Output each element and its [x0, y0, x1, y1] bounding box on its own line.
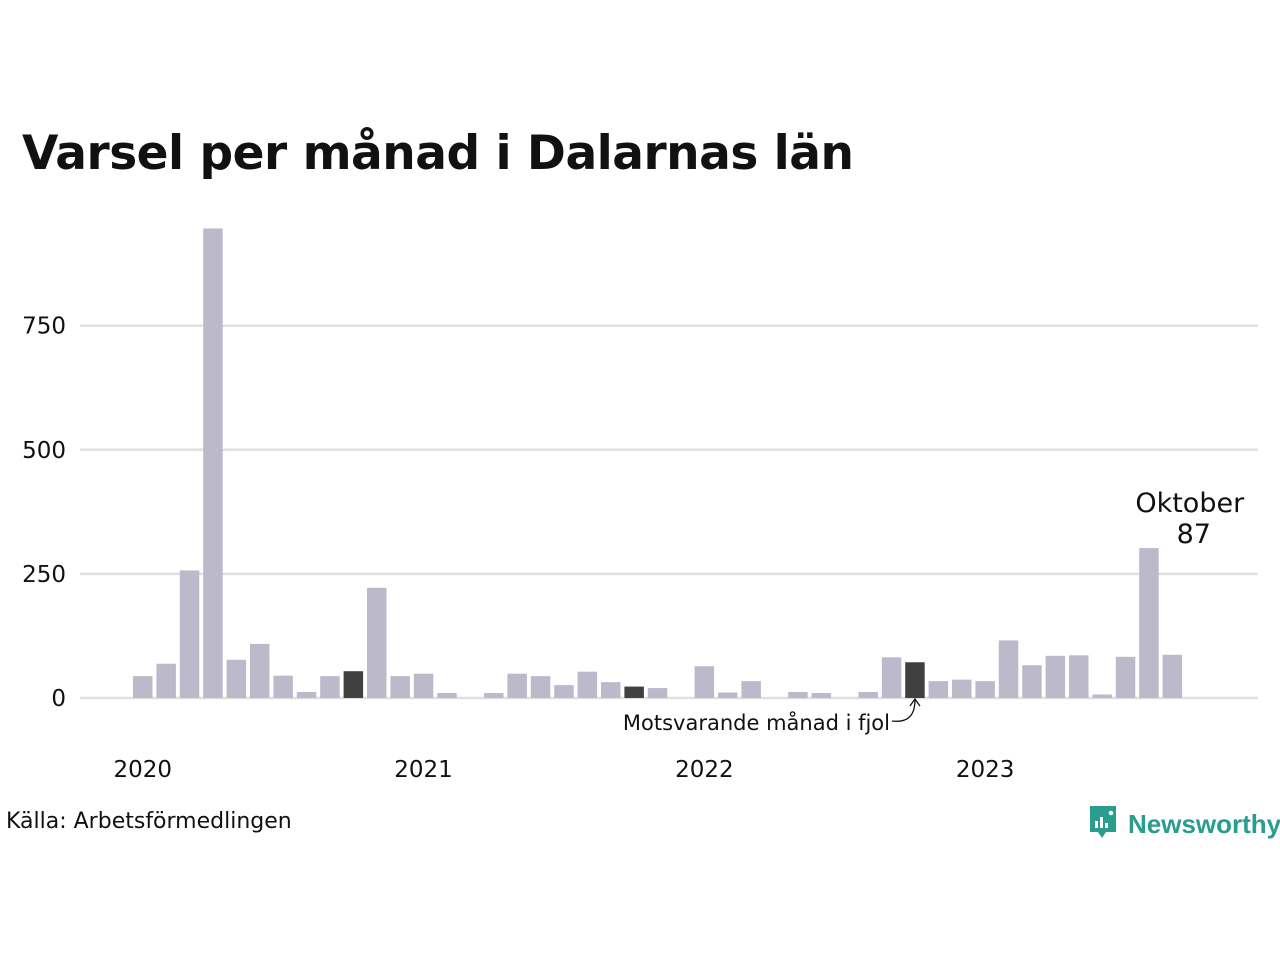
x-tick-label: 2021 [394, 757, 453, 783]
bar-2020-04 [203, 228, 223, 699]
y-tick-label: 750 [22, 314, 66, 340]
current-value-label: 87 [1177, 519, 1211, 550]
bars [133, 228, 1183, 699]
bar-2020-03 [179, 570, 200, 698]
previous-year-note: Motsvarande månad i fjol [623, 710, 890, 735]
bar-2022-08 [858, 692, 878, 698]
y-tick-label: 250 [22, 562, 66, 588]
bar-2021-01 [413, 673, 434, 698]
brand-logo[interactable]: Newsworthy [1088, 804, 1280, 844]
x-tick-label: 2023 [956, 757, 1015, 783]
bar-2023-08 [1139, 548, 1159, 698]
bar-2022-12 [952, 679, 972, 698]
bar-2022-03 [741, 681, 761, 698]
x-tick-label: 2020 [113, 757, 172, 783]
chart-title: Varsel per månad i Dalarnas län [22, 126, 854, 181]
bar-2022-01 [694, 666, 715, 698]
y-tick-label: 0 [51, 686, 66, 712]
bar-2020-10 [343, 671, 364, 698]
bar-2023-01 [975, 681, 995, 698]
bar-2020-11 [367, 587, 387, 698]
bar-2021-09 [601, 682, 621, 698]
bar-2023-07 [1115, 656, 1136, 698]
bar-2021-06 [530, 676, 551, 698]
bar-2023-02 [998, 640, 1019, 698]
bar-2021-02 [437, 693, 457, 698]
x-tick-label: 2022 [675, 757, 734, 783]
bar-2020-12 [390, 676, 410, 698]
grid-lines [80, 324, 1258, 700]
annotations: Oktober 87 Motsvarande månad i fjol [623, 488, 1245, 735]
y-axis-ticks: 0 250 500 750 [22, 314, 66, 712]
bar-2021-08 [577, 671, 598, 698]
bar-2022-09 [881, 657, 902, 698]
bar-chart-logo-icon [1088, 804, 1118, 844]
brand-name: Newsworthy [1128, 808, 1280, 839]
bar-2020-08 [296, 692, 317, 698]
bar-2023-04 [1045, 655, 1066, 698]
bar-2020-02 [156, 663, 176, 698]
bar-2022-10 [905, 662, 925, 698]
bar-2022-06 [811, 693, 832, 698]
bar-2023-05 [1069, 655, 1089, 698]
x-axis-ticks: 2020 2021 2022 2023 [113, 757, 1014, 783]
y-tick-label: 500 [22, 438, 66, 464]
previous-year-arrow [891, 699, 916, 722]
bar-2020-05 [226, 659, 247, 698]
bar-2022-05 [788, 692, 808, 698]
bar-2021-05 [507, 673, 527, 698]
bar-2021-07 [554, 685, 574, 698]
bar-2022-11 [928, 681, 949, 698]
bar-2020-06 [250, 643, 270, 698]
bar-2021-10 [624, 686, 644, 698]
bar-2021-11 [647, 688, 668, 698]
bar-2020-01 [133, 676, 153, 698]
bar-2020-09 [320, 676, 340, 698]
current-month-label: Oktober [1135, 488, 1245, 519]
bar-2022-02 [718, 692, 738, 698]
bar-2023-03 [1022, 665, 1042, 698]
bar-2020-07 [273, 675, 293, 698]
bar-2023-09 [1162, 654, 1183, 698]
bar-2023-06 [1092, 694, 1112, 698]
previous-year-arrowhead [909, 697, 921, 707]
source-note: Källa: Arbetsförmedlingen [6, 809, 292, 834]
bar-2021-04 [484, 693, 504, 698]
